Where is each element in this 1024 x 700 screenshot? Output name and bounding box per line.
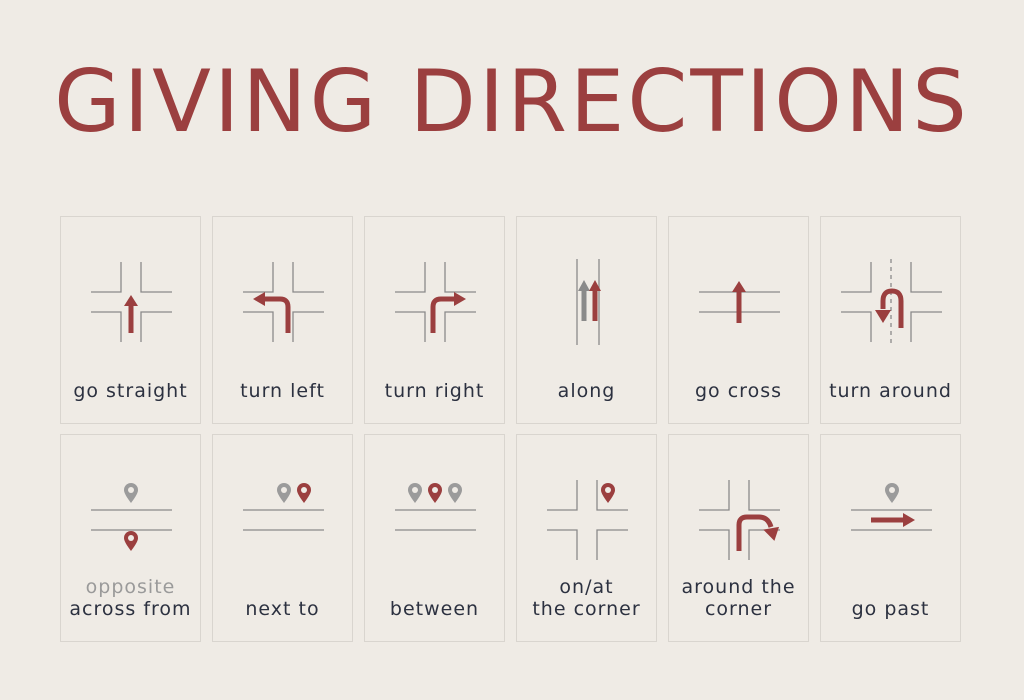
between-pins-icon [395,483,476,531]
page-title: GIVING DIRECTIONS [54,52,970,152]
road-cross-arrow-icon [699,281,780,323]
intersection-right-turn-arrow-icon [395,262,476,342]
card-on-at-the-corner: on/at the corner [516,434,657,642]
card-turn-right: turn right [364,216,505,424]
card-go-past: go past [820,434,961,642]
card-label: go straight [73,380,188,402]
card-label-line-1: around the [681,576,796,598]
card-between: between [364,434,505,642]
card-around-the-corner: around the corner [668,434,809,642]
card-go-straight: go straight [60,216,201,424]
card-label-line-1: on/at [559,576,614,598]
card-label-line-2: the corner [532,598,641,620]
card-along: along [516,216,657,424]
card-label: across from [69,598,192,620]
card-label: go past [851,598,930,620]
card-next-to: next to [212,434,353,642]
opposite-pins-icon [91,483,172,551]
card-label: go cross [695,380,782,402]
corner-pin-icon [547,480,628,560]
card-turn-around: turn around [820,216,961,424]
card-opposite: opposite across from [60,434,201,642]
around-corner-arrow-icon [699,480,780,560]
go-past-arrow-icon [851,483,932,531]
intersection-left-turn-arrow-icon [243,262,324,342]
card-label: turn right [384,380,485,402]
card-label-secondary: opposite [85,576,176,598]
card-label: between [389,598,480,620]
card-label: turn around [829,380,952,402]
card-label: along [557,380,616,402]
card-go-cross: go cross [668,216,809,424]
road-along-arrows-icon [576,259,601,345]
card-label-line-2: corner [704,598,773,620]
card-turn-left: turn left [212,216,353,424]
next-to-pins-icon [243,483,324,531]
intersection-u-turn-arrow-icon [841,259,942,345]
intersection-straight-arrow-icon [91,262,172,342]
card-label: turn left [240,380,325,402]
card-label: next to [245,598,320,620]
